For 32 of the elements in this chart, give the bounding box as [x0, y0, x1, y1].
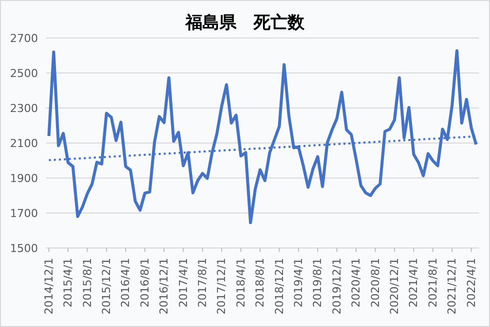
x-tick-label: 2020/8/1 [368, 258, 382, 308]
chart-title: 福島県 死亡数 [186, 13, 304, 33]
x-tick-label: 2014/12/1 [42, 258, 56, 314]
x-tick-label: 2020/4/1 [350, 258, 363, 308]
x-tick-label: 2020/12/1 [388, 258, 402, 314]
x-tick-label: 2015/12/1 [100, 258, 113, 314]
y-tick-label: 2700 [10, 32, 38, 45]
x-tick-label: 2016/12/1 [158, 258, 171, 314]
x-tick-label: 2018/12/1 [272, 258, 286, 314]
x-tick-label: 2021/8/1 [426, 258, 440, 308]
x-tick-label: 2015/4/1 [62, 258, 75, 308]
x-tick-label: 2021/12/1 [446, 258, 459, 314]
y-tick-label: 1700 [10, 206, 38, 220]
x-tick-label: 2022/4/1 [464, 258, 478, 308]
y-tick-label: 1500 [10, 242, 38, 255]
x-tick-label: 2016/8/1 [138, 258, 152, 308]
x-tick-label: 2015/8/1 [80, 258, 94, 308]
x-tick-label: 2019/12/1 [330, 258, 344, 314]
x-tick-label: 2019/4/1 [292, 258, 306, 308]
y-tick-label: 1900 [10, 172, 38, 185]
x-tick-label: 2021/4/1 [407, 258, 420, 308]
x-tick-label: 2019/8/1 [311, 258, 324, 308]
x-tick-label: 2016/4/1 [119, 258, 132, 308]
x-tick-label: 2018/4/1 [234, 258, 248, 308]
y-tick-label: 2300 [10, 102, 38, 115]
x-tick-label: 2018/8/1 [254, 258, 267, 308]
y-tick-label: 2500 [10, 66, 38, 80]
x-tick-label: 2017/8/1 [196, 258, 209, 308]
x-tick-label: 2017/4/1 [176, 258, 190, 308]
line-series [47, 49, 478, 224]
x-tick-label: 2017/12/1 [215, 258, 228, 314]
y-tick-label: 2100 [10, 136, 38, 150]
